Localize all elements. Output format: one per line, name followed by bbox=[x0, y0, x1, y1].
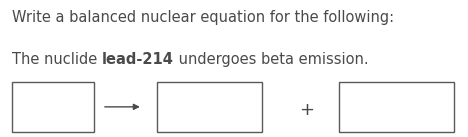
Text: lead-214: lead-214 bbox=[102, 52, 174, 67]
Text: The nuclide: The nuclide bbox=[12, 52, 102, 67]
Text: undergoes beta emission.: undergoes beta emission. bbox=[174, 52, 368, 67]
Bar bbox=[157, 82, 262, 132]
Text: Write a balanced nuclear equation for the following:: Write a balanced nuclear equation for th… bbox=[12, 10, 395, 25]
Bar bbox=[339, 82, 454, 132]
Bar bbox=[12, 82, 94, 132]
Text: +: + bbox=[299, 101, 314, 119]
